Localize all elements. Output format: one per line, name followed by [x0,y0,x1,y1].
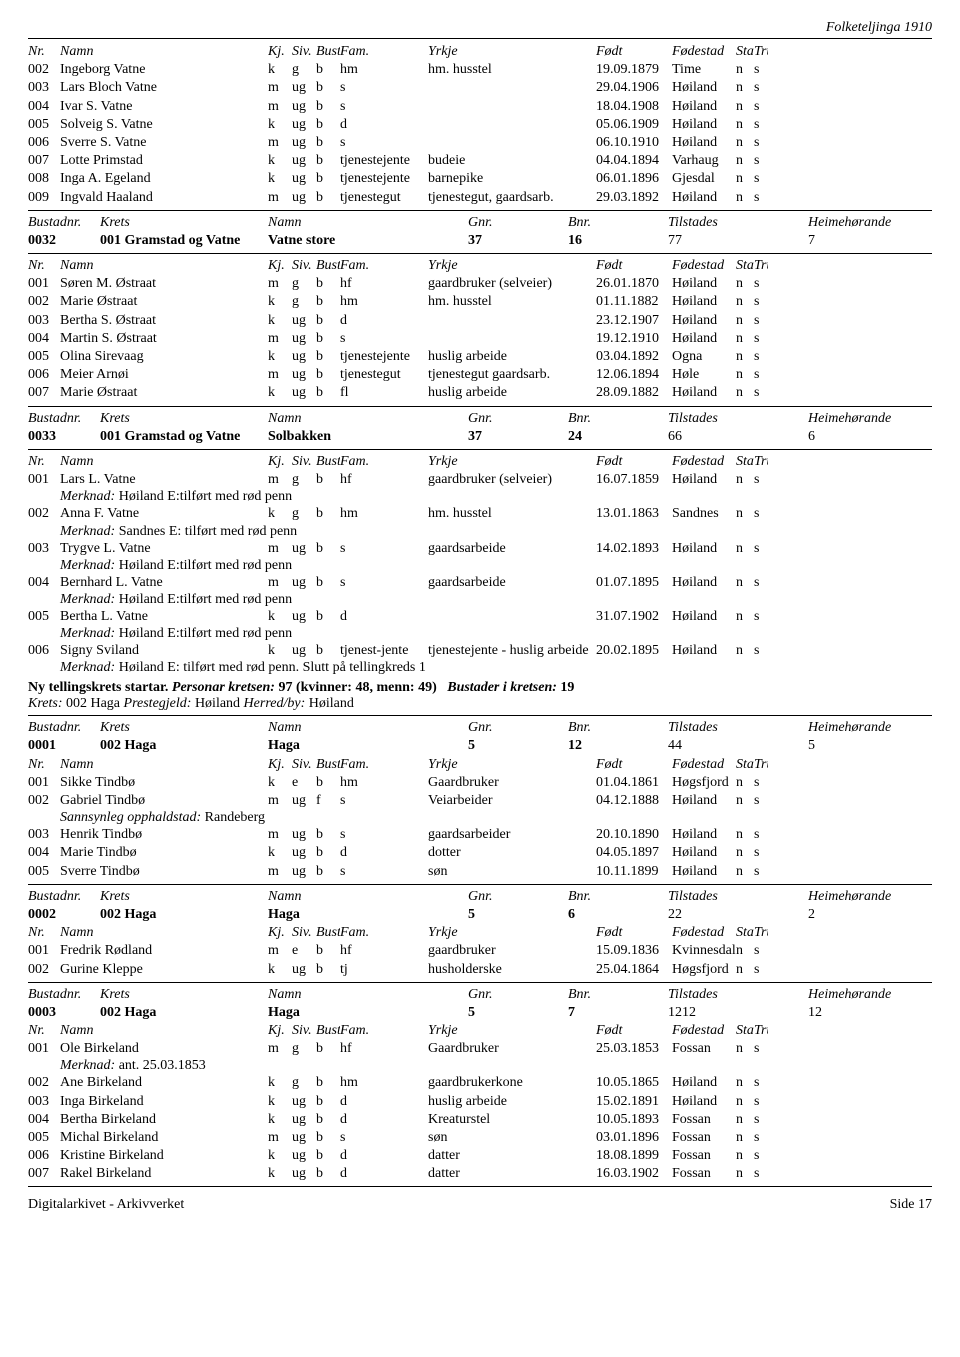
bustad-header: Bustadnr.Krets NamnGnr. Bnr.Tilstades He… [28,410,932,428]
person-row: 006Sverre S. Vatne mug bs 06.10.1910 Høi… [28,134,932,152]
person-row: 007Marie Østraat kug bfl huslig arbeide2… [28,384,932,402]
person-row: 002Marie Østraat kg bhm hm. husstel01.11… [28,293,932,311]
person-row: 003Trygve L. Vatne mug bs gaardsarbeide1… [28,540,932,558]
sannsynleg: Sannsynleg opphaldstad: Randeberg [28,810,932,826]
person-header: Nr.Namn Kj.Siv. Bust.Fam. YrkjeFødt Føde… [28,453,932,471]
person-row: 005Bertha L. Vatne kug bd 31.07.1902 Høi… [28,608,932,626]
person-row: 002Anna F. Vatne kg bhm hm. husstel13.01… [28,505,932,523]
person-row: 002Ane Birkeland kg bhm gaardbrukerkone1… [28,1074,932,1092]
person-row: 005Olina Sirevaag kug btjenestejente hus… [28,348,932,366]
person-row: 003Henrik Tindbø mug bs gaardsarbeider20… [28,826,932,844]
person-header: Nr.Namn Kj.Siv. Bust.Fam. YrkjeFødt Føde… [28,1022,932,1040]
person-row: 007Rakel Birkeland kug bd datter16.03.19… [28,1165,932,1183]
merknad: Merknad: ant. 25.03.1853 [28,1058,932,1074]
person-row: 004Martin S. Østraat mug bs 19.12.1910 H… [28,330,932,348]
person-row: 008Inga A. Egeland kug btjenestejente ba… [28,170,932,188]
person-header: Nr.Namn Kj.Siv. Bust.Fam. YrkjeFødt Føde… [28,756,932,774]
divider [28,1186,932,1187]
merknad: Merknad: Høiland E:tilført med rød penn [28,626,932,642]
krets-line: Krets: 002 Haga Prestegjeld: Høiland Her… [28,696,932,712]
bustad-row: 0001002 Haga Haga5 1244 5 [28,737,932,755]
bustad-row: 0003002 Haga Haga5 71212 12 [28,1004,932,1022]
person-row: 005Solveig S. Vatne kug bd 05.06.1909 Hø… [28,116,932,134]
merknad: Merknad: Høiland E:tilført med rød penn [28,489,932,505]
person-header: Nr.Namn Kj.Siv. Bust.Fam. YrkjeFødt Føde… [28,43,932,61]
page-header: Folketeljinga 1910 [28,20,932,36]
person-row: 007Lotte Primstad kug btjenestejente bud… [28,152,932,170]
person-row: 002Gurine Kleppe kug btj husholderske25.… [28,961,932,979]
bustad-header: Bustadnr.Krets NamnGnr. Bnr.Tilstades He… [28,888,932,906]
person-row: 003Lars Bloch Vatne mug bs 29.04.1906 Hø… [28,79,932,97]
page-footer: Digitalarkivet - Arkivverket Side 17 [28,1197,932,1213]
person-row: 001Sikke Tindbø ke bhm Gaardbruker01.04.… [28,774,932,792]
bustad-header: Bustadnr.Krets NamnGnr. Bnr.Tilstades He… [28,986,932,1004]
bustad-row: 0032001 Gramstad og Vatne Vatne store37 … [28,232,932,250]
merknad: Merknad: Høiland E:tilført med rød penn [28,592,932,608]
bustad-row: 0033001 Gramstad og Vatne Solbakken37 24… [28,428,932,446]
person-row: 002Ingeborg Vatne kg bhm hm. husstel19.0… [28,61,932,79]
bustad-header: Bustadnr.Krets NamnGnr. Bnr.Tilstades He… [28,719,932,737]
person-row: 001Fredrik Rødland me bhf gaardbruker15.… [28,942,932,960]
divider [28,38,932,39]
person-row: 006Kristine Birkeland kug bd datter18.08… [28,1147,932,1165]
merknad: Merknad: Høiland E:tilført med rød penn [28,558,932,574]
person-header: Nr.Namn Kj.Siv. Bust.Fam. YrkjeFødt Føde… [28,924,932,942]
person-row: 005Michal Birkeland mug bs søn03.01.1896… [28,1129,932,1147]
footer-left: Digitalarkivet - Arkivverket [28,1197,184,1213]
person-row: 004Ivar S. Vatne mug bs 18.04.1908 Høila… [28,98,932,116]
person-row: 003Inga Birkeland kug bd huslig arbeide1… [28,1093,932,1111]
bustad-row: 0002002 Haga Haga5 622 2 [28,906,932,924]
person-header: Nr.Namn Kj.Siv. Bust.Fam. YrkjeFødt Føde… [28,257,932,275]
person-row: 004Marie Tindbø kug bd dotter04.05.1897 … [28,844,932,862]
person-row: 004Bernhard L. Vatne mug bs gaardsarbeid… [28,574,932,592]
person-row: 002Gabriel Tindbø mug fs Veiarbeider04.1… [28,792,932,810]
footer-right: Side 17 [890,1197,932,1213]
person-row: 004Bertha Birkeland kug bd Kreaturstel10… [28,1111,932,1129]
bustad-header: Bustadnr.Krets NamnGnr. Bnr.Tilstades He… [28,214,932,232]
ny-krets: Ny tellingskrets startar. Personar krets… [28,680,932,696]
person-row: 005Sverre Tindbø mug bs søn10.11.1899 Hø… [28,863,932,881]
person-row: 009Ingvald Haaland mug btjenestegut tjen… [28,189,932,207]
person-row: 006Meier Arnøi mug btjenestegut tjeneste… [28,366,932,384]
person-row: 001Ole Birkeland mg bhf Gaardbruker25.03… [28,1040,932,1058]
merknad: Merknad: Sandnes E: tilført med rød penn [28,524,932,540]
merknad: Merknad: Høiland E: tilført med rød penn… [28,660,932,676]
person-row: 006Signy Sviland kug btjenest-jente tjen… [28,642,932,660]
person-row: 003Bertha S. Østraat kug bd 23.12.1907 H… [28,312,932,330]
person-row: 001Søren M. Østraat mg bhf gaardbruker (… [28,275,932,293]
person-row: 001Lars L. Vatne mg bhf gaardbruker (sel… [28,471,932,489]
